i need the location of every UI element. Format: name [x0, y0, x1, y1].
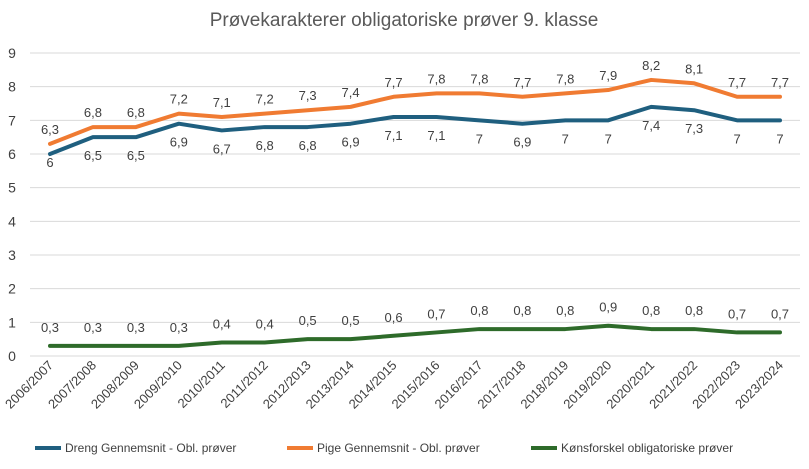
data-label: 7,7 — [384, 75, 402, 90]
data-label: 6,9 — [513, 135, 531, 150]
y-tick-label: 2 — [8, 281, 16, 297]
data-label: 0,7 — [728, 306, 746, 321]
data-label: 0,5 — [342, 313, 360, 328]
data-label: 0,8 — [470, 303, 488, 318]
data-label: 6,8 — [84, 105, 102, 120]
data-label: 7,7 — [771, 75, 789, 90]
data-label: 7 — [562, 131, 569, 146]
data-label: 0,8 — [642, 303, 660, 318]
data-label: 8,1 — [685, 61, 703, 76]
gridlines — [30, 52, 800, 357]
data-label: 0,7 — [771, 306, 789, 321]
legend-label-1: Pige Gennemsnit - Obl. prøver — [317, 441, 480, 455]
y-tick-label: 7 — [8, 112, 16, 128]
y-tick-label: 0 — [8, 348, 16, 364]
chart-title: Prøvekarakterer obligatoriske prøver 9. … — [210, 10, 599, 31]
data-label: 7,8 — [470, 71, 488, 86]
data-label: 7,1 — [427, 128, 445, 143]
data-label: 0,9 — [599, 300, 617, 315]
data-label: 7,1 — [213, 95, 231, 110]
data-label: 0,4 — [213, 317, 231, 332]
data-label: 0,5 — [299, 313, 317, 328]
data-label: 0,6 — [384, 310, 402, 325]
legend-label-0: Dreng Gennemsnit - Obl. prøver — [65, 441, 236, 455]
data-label: 0,8 — [513, 303, 531, 318]
data-label: 7 — [733, 131, 740, 146]
data-label: 0,3 — [84, 320, 102, 335]
data-label: 7,7 — [513, 75, 531, 90]
data-label: 6,5 — [127, 148, 145, 163]
legend: Dreng Gennemsnit - Obl. prøver Pige Genne… — [35, 441, 733, 455]
data-label: 6 — [46, 155, 53, 170]
y-tick-label: 5 — [8, 180, 16, 196]
data-label: 7 — [605, 131, 612, 146]
series-lines — [48, 77, 782, 348]
legend-label-2: Kønsforskel obligatoriske prøver — [561, 441, 733, 455]
series-line-2 — [48, 323, 782, 348]
data-label: 0,3 — [170, 320, 188, 335]
data-label: 6,8 — [127, 105, 145, 120]
data-label: 8,2 — [642, 58, 660, 73]
data-label: 7,9 — [599, 68, 617, 83]
data-label: 7,4 — [342, 85, 360, 100]
y-tick-label: 6 — [8, 146, 16, 162]
data-label: 7,4 — [642, 118, 660, 133]
data-label: 7,2 — [256, 92, 274, 107]
data-label: 6,9 — [342, 135, 360, 150]
data-label: 6,7 — [213, 141, 231, 156]
data-label: 7,8 — [427, 71, 445, 86]
data-label: 7,7 — [728, 75, 746, 90]
data-label: 7 — [776, 131, 783, 146]
y-tick-label: 8 — [8, 79, 16, 95]
data-label: 7,3 — [685, 121, 703, 136]
data-label: 0,4 — [256, 317, 274, 332]
data-label: 6,8 — [256, 138, 274, 153]
data-label: 0,3 — [127, 320, 145, 335]
data-label: 7,8 — [556, 71, 574, 86]
y-tick-label: 1 — [8, 314, 16, 330]
data-label: 0,8 — [556, 303, 574, 318]
series-line-0 — [48, 104, 782, 156]
data-label: 7,2 — [170, 92, 188, 107]
data-labels: 6 6,5 6,5 6,9 6,7 6,8 6,8 6,9 7,1 7,1 7 6,9 7 7 7,4 7,3… — [41, 58, 789, 335]
data-label: 0,8 — [685, 303, 703, 318]
series-line-1 — [48, 77, 782, 146]
data-label: 0,3 — [41, 320, 59, 335]
y-tick-label: 9 — [8, 45, 16, 61]
y-tick-label: 4 — [8, 213, 16, 229]
data-label: 6,9 — [170, 135, 188, 150]
y-axis-ticks: 0 1 2 3 4 5 6 7 8 9 — [8, 45, 16, 364]
data-label: 7,1 — [384, 128, 402, 143]
data-label: 6,3 — [41, 122, 59, 137]
data-label: 7 — [476, 131, 483, 146]
y-tick-label: 3 — [8, 247, 16, 263]
data-label: 7,3 — [299, 88, 317, 103]
x-axis-ticks: 2006/20072007/20082008/20092009/20102010… — [2, 358, 786, 412]
data-label: 6,8 — [299, 138, 317, 153]
data-label: 0,7 — [427, 306, 445, 321]
data-label: 6,5 — [84, 148, 102, 163]
